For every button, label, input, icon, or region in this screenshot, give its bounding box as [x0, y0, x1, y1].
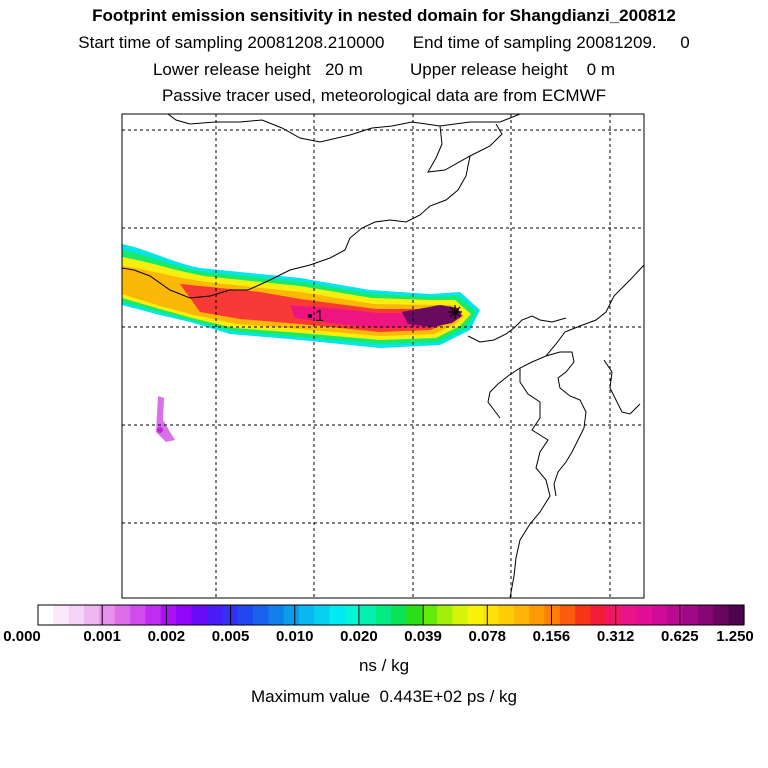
grid-lines [122, 114, 644, 598]
color-scale-swatch [268, 605, 285, 625]
color-scale-tick-label: 0.312 [596, 628, 635, 645]
color-scale-swatch [99, 605, 116, 625]
page-title: Footprint emission sensitivity in nested… [92, 6, 676, 25]
color-scale-swatch [452, 605, 469, 625]
color-scale-tick-label: 0.010 [275, 628, 314, 645]
color-scale-swatch [283, 605, 300, 625]
color-scale-tick-label: 0.156 [532, 628, 571, 645]
color-scale-swatch [298, 605, 315, 625]
color-scale-frame [37, 604, 745, 626]
color-scale-swatch [114, 605, 131, 625]
color-scale-bar [37, 604, 745, 626]
station-star [448, 305, 462, 319]
color-scale-swatch [529, 605, 546, 625]
sampling-time-line: Start time of sampling 20081208.210000 E… [78, 33, 690, 52]
plume-dark-core [402, 305, 462, 327]
isolated-low-patch [156, 396, 175, 442]
color-scale-swatch [621, 605, 638, 625]
receptor-marker [308, 314, 312, 318]
color-scale-tick-label: 0.020 [340, 628, 378, 645]
color-scale-swatch [344, 605, 361, 625]
color-scale-swatch [53, 605, 70, 625]
color-scale-swatch [682, 605, 699, 625]
color-scale-tick-label: 0.002 [147, 628, 186, 645]
color-scale-swatch [191, 605, 208, 625]
maximum-value-label: Maximum value 0.443E+02 ps / kg [251, 687, 517, 706]
color-scale-swatch [84, 605, 100, 625]
color-scale-swatch [728, 605, 745, 625]
color-scale-swatch [68, 605, 85, 625]
color-scale-tick-label: 0.078 [468, 628, 507, 645]
color-scale-swatch [391, 605, 407, 625]
color-scale-swatch [160, 605, 177, 625]
color-scale-swatch [38, 605, 54, 625]
units-label: ns / kg [358, 656, 410, 675]
color-scale-swatch [651, 605, 668, 625]
color-scale-swatch [636, 605, 653, 625]
color-scale-swatch [713, 605, 730, 625]
color-scale-swatch [575, 605, 592, 625]
color-scale-labels: 0.000 0.001 0.002 0.005 0.010 0.020 0.039 0.078… [0, 628, 768, 650]
color-scale-swatch [314, 605, 331, 625]
color-scale-swatch [513, 605, 530, 625]
tracer-info-line: Passive tracer used, meteorological data… [161, 86, 607, 105]
map-frame [121, 113, 645, 599]
color-scale-swatch [544, 605, 561, 625]
color-scale-tick-label: 0.001 [83, 628, 121, 645]
color-scale-swatch [237, 605, 254, 625]
color-scale-swatch [176, 605, 193, 625]
color-scale-tick-label: 1.250 [716, 628, 754, 645]
color-scale-swatch [406, 605, 423, 625]
color-scale-swatch [360, 605, 377, 625]
coastline [122, 114, 644, 598]
color-scale-tick-label: 0.000 [3, 628, 41, 645]
color-scale-swatch [130, 605, 147, 625]
color-scale-swatch [145, 605, 162, 625]
color-scale-swatch [697, 605, 714, 625]
release-height-line: Lower release height 20 m Upper release … [152, 60, 616, 79]
color-scale-swatch [498, 605, 515, 625]
color-scale-swatch [605, 605, 622, 625]
color-scale-swatch [559, 605, 576, 625]
color-scale-swatch [421, 605, 438, 625]
color-scale-swatch [329, 605, 346, 625]
color-scale-swatch [252, 605, 269, 625]
color-scale-tick-label: 0.625 [661, 628, 699, 645]
color-scale-swatch [375, 605, 392, 625]
color-scale-swatch [667, 605, 684, 625]
color-scale-tick-label: 0.039 [404, 628, 442, 645]
receptor-label: 1 [315, 308, 324, 325]
color-scale-swatch [467, 605, 484, 625]
color-scale-swatch [590, 605, 607, 625]
color-scale-swatch [483, 605, 500, 625]
color-scale-swatch [437, 605, 453, 625]
color-scale-tick-label: 0.005 [211, 628, 250, 645]
color-scale-swatch [206, 605, 223, 625]
